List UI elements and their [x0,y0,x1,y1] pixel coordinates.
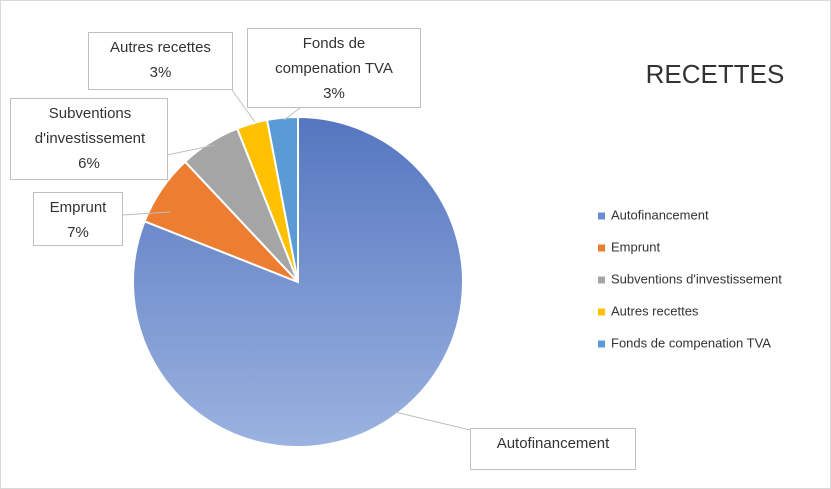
legend-label: Autofinancement [611,207,709,222]
leader-line [231,89,256,123]
data-label: Autofinancement [470,428,636,470]
leader-line [121,211,171,216]
data-label-value: 3% [323,85,345,102]
legend-label: Fonds de compenation TVA [611,335,771,350]
leader-line [394,411,471,431]
legend-swatch [598,276,605,284]
data-label-name: Fonds de compenation TVA [275,35,393,77]
chart-title: RECETTES [646,59,785,89]
data-label: Fonds de compenation TVA 3% [247,28,421,108]
leader-line [166,144,216,156]
data-label-name: Emprunt [49,199,107,216]
data-label-name: Autres recettes [110,39,211,56]
legend-label: Emprunt [611,239,661,254]
legend-swatch [598,212,605,220]
legend-swatch [598,308,605,316]
data-label-name: Subventions d'investissement [34,105,146,147]
data-label-value: 3% [149,64,172,81]
data-label-value: 6% [78,155,100,172]
legend-swatch [598,244,605,252]
legend-swatch [598,340,605,348]
leader-line [283,107,301,121]
legend-label: Subventions d'investissement [611,271,782,286]
data-label: Autres recettes 3% [88,32,233,90]
pie-slice [265,115,299,283]
data-label-name: Autofinancement [496,435,610,452]
legend-label: Autres recettes [611,303,699,318]
data-label: Emprunt 7% [33,192,123,246]
data-label: Subventions d'investissement 6% [10,98,168,180]
data-label-value: 7% [67,224,89,241]
pie-slice [132,115,464,448]
